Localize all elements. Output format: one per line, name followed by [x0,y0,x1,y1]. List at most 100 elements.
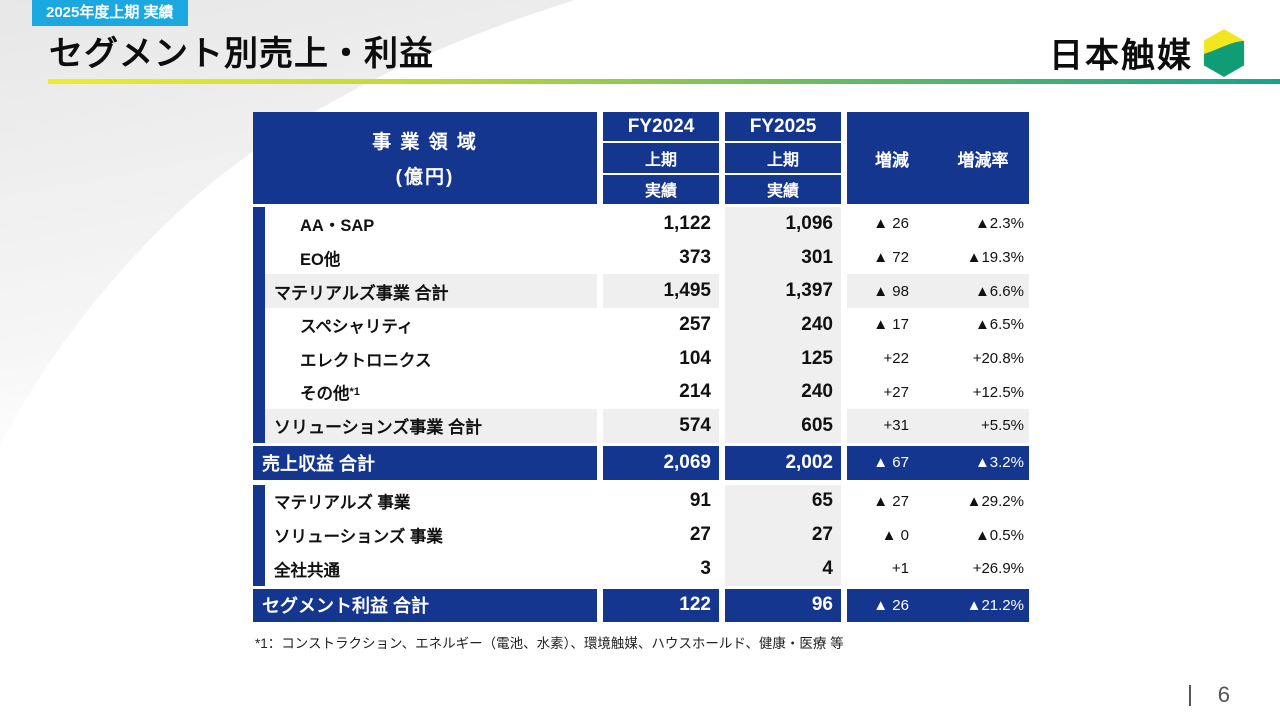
row-fy2025-value: 125 [725,341,841,376]
row-fy2024-value: 257 [679,313,711,335]
row-delta-cell: ▲ 26 ▲21.2% [847,588,1029,623]
footnote: *1：コンストラクション、エネルギー（電池、水素）、環境触媒、ハウスホールド、健… [255,636,844,651]
table-row: EO他 373 301 ▲ 72 ▲19.3% [253,240,1029,275]
row-label: エレクトロニクス [253,341,597,376]
row-delta-value: ▲ 17 [873,316,909,334]
header-fy2024-period: 上期 [603,143,719,173]
row-delta-cell: +1 +26.9% [847,552,1029,586]
row-delta-rate: ▲0.5% [974,526,1024,544]
row-delta-cell: ▲ 72 ▲19.3% [847,241,1029,275]
table-row: 売上収益 合計 2,069 2,002 ▲ 67 ▲3.2% [253,445,1029,480]
row-fy2024-value: 2,069 [603,445,719,480]
table-header: 事 業 領 域 (億円) FY2024 上期 実績 FY2025 上期 実績 増… [253,112,1029,204]
row-label: 全社共通 [253,551,597,586]
row-label-footnote-marker: *1 [349,386,360,399]
page-number: 6 [1217,682,1230,707]
table-row: マテリアルズ事業 合計 1,495 1,397 ▲ 98 ▲6.6% [253,274,1029,309]
row-fy2024-value: 91 [689,490,711,512]
header-fy2025-period: 上期 [725,143,841,173]
row-fy2025-value: 4 [725,551,841,586]
row-delta-rate: ▲6.6% [974,282,1024,300]
header-badge: 2025年度上期 実績 [32,0,188,26]
row-delta-rate: ▲3.2% [974,454,1024,472]
row-delta-cell: +31 +5.5% [847,409,1029,443]
segment-table: 事 業 領 域 (億円) FY2024 上期 実績 FY2025 上期 実績 増… [253,112,1029,625]
row-delta-cell: +27 +12.5% [847,375,1029,409]
header-fy2025-year: FY2025 [725,112,841,142]
page-number-block: 6 [1188,682,1230,708]
row-delta-value: ▲ 98 [873,282,909,300]
row-delta-rate: ▲2.3% [974,215,1024,233]
row-fy2024-value: 104 [679,347,711,369]
company-logo-text: 日本触媒 [1049,37,1193,75]
company-logo: 日本触媒 [1049,28,1246,77]
row-delta-rate: ▲6.5% [974,316,1024,334]
table-row: スペシャリティ 257 240 ▲ 17 ▲6.5% [253,308,1029,342]
header-delta-rate-label: 増減率 [957,150,1009,170]
row-fy2024-value: 1,495 [603,274,719,309]
page-title: セグメント別売上・利益 [49,35,434,73]
row-delta-rate: ▲19.3% [966,249,1024,267]
row-fy2025-value: 301 [725,240,841,275]
row-delta-value: +1 [891,560,909,578]
row-label: スペシャリティ [253,308,597,342]
company-logo-hexagon-icon [1203,28,1245,77]
row-fy2025-value: 605 [725,409,841,443]
row-fy2024-value: 27 [689,524,711,546]
page-number-divider [1188,684,1191,706]
row-fy2025-value: 1,397 [725,274,841,309]
header-domain-title: 事 業 領 域 [372,132,478,153]
row-delta-value: ▲ 26 [873,596,909,614]
row-label: その他 *1 [253,375,597,410]
row-delta-value: +22 [883,350,909,368]
row-delta-value: ▲ 0 [881,526,909,544]
row-delta-cell: ▲ 26 ▲2.3% [847,207,1029,241]
row-delta-cell: +22 +20.8% [847,342,1029,376]
row-label: AA・SAP [253,207,597,241]
row-delta-value: ▲ 72 [873,249,909,267]
row-delta-value: +27 [883,383,909,401]
row-fy2024-value: 214 [679,381,711,403]
row-delta-value: ▲ 67 [873,454,909,472]
header-fy2025-type: 実績 [725,174,841,204]
row-label: ソリューションズ事業 合計 [253,409,597,443]
table-row: AA・SAP 1,122 1,096 ▲ 26 ▲2.3% [253,207,1029,241]
table-row: ソリューションズ 事業 27 27 ▲ 0 ▲0.5% [253,518,1029,552]
table-row: ソリューションズ事業 合計 574 605 +31 +5.5% [253,409,1029,443]
header-fy2025-column: FY2025 上期 実績 [725,112,841,204]
header-business-domain: 事 業 領 域 (億円) [253,112,597,204]
table-row: 全社共通 3 4 +1 +26.9% [253,551,1029,586]
row-label: マテリアルズ事業 合計 [253,274,597,309]
header-fy2024-type: 実績 [603,174,719,204]
row-label: ソリューションズ 事業 [253,518,597,552]
row-delta-rate: +5.5% [981,417,1024,435]
row-fy2025-value: 240 [725,308,841,342]
header-fy2024-column: FY2024 上期 実績 [603,112,719,204]
table-row: セグメント利益 合計 122 96 ▲ 26 ▲21.2% [253,588,1029,623]
row-fy2025-value: 1,096 [725,207,841,241]
table-row: マテリアルズ 事業 91 65 ▲ 27 ▲29.2% [253,484,1029,519]
row-delta-rate: +12.5% [972,383,1024,401]
row-delta-value: ▲ 26 [873,215,909,233]
row-delta-cell: ▲ 0 ▲0.5% [847,518,1029,552]
row-label: マテリアルズ 事業 [253,484,597,519]
row-delta-cell: ▲ 17 ▲6.5% [847,308,1029,342]
row-fy2025-value: 27 [725,518,841,552]
row-fy2024-value: 373 [679,246,711,268]
header-domain-unit: (億円) [395,167,455,188]
row-delta-value: +31 [883,417,909,435]
row-delta-rate: ▲29.2% [966,492,1024,510]
row-delta-cell: ▲ 67 ▲3.2% [847,445,1029,480]
title-underline-rule [48,79,1280,84]
table-row: エレクトロニクス 104 125 +22 +20.8% [253,341,1029,376]
row-label: セグメント利益 合計 [253,588,597,623]
header-delta-column: 増減 増減率 [847,112,1029,204]
row-fy2025-value: 65 [725,484,841,519]
row-fy2024-value: 574 [603,409,719,443]
row-delta-rate: ▲21.2% [966,596,1024,614]
table-row: その他 *1 214 240 +27 +12.5% [253,375,1029,410]
row-fy2025-value: 2,002 [725,445,841,480]
row-label: EO他 [253,240,597,275]
